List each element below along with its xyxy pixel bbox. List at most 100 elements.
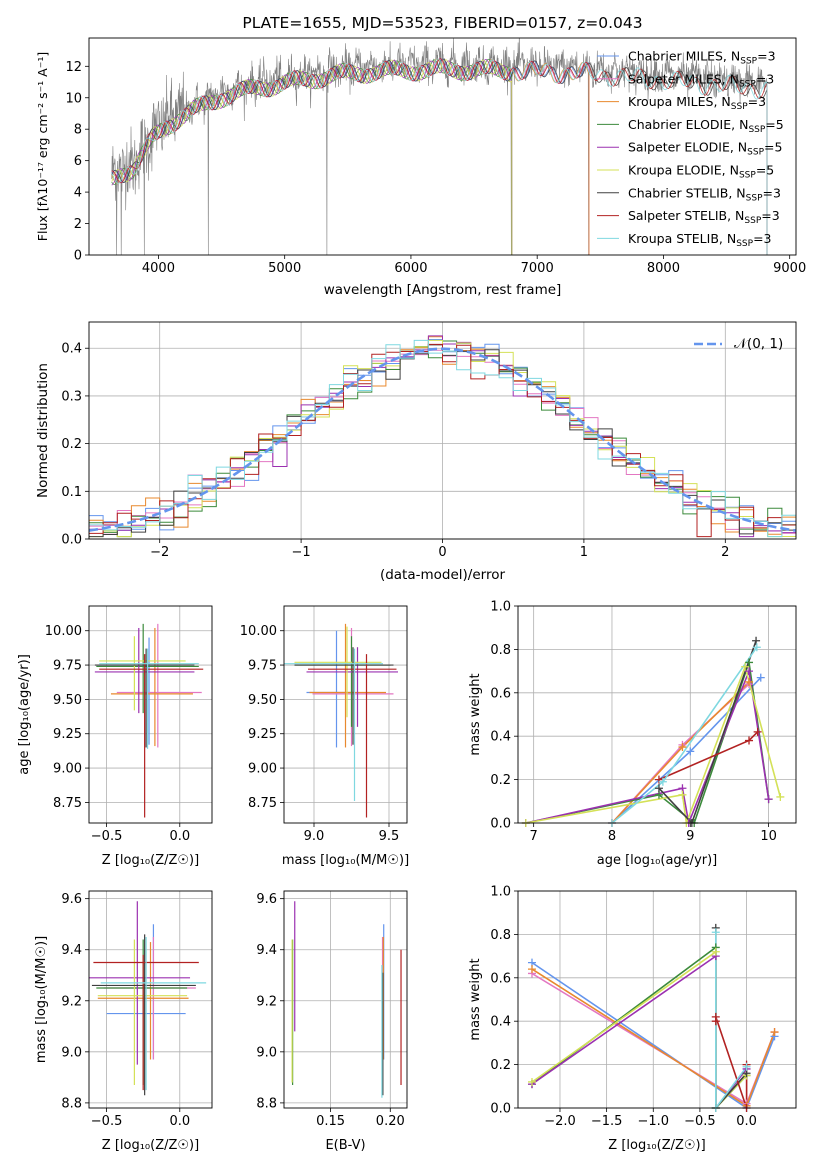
massweight-vs-z-xtick-label-2: −1.0 [637, 1114, 669, 1129]
mass-vs-z-ytick-label-3: 9.4 [61, 943, 82, 958]
age-vs-z-frame [88, 605, 213, 824]
age-vs-mass-ytick-label-2: 9.25 [248, 727, 277, 742]
mass-vs-z-point-5 [97, 939, 188, 1086]
spectrum-ytick-label-1: 2 [74, 217, 82, 232]
mass-vs-ebv-ytick-label-1: 9.0 [256, 1045, 277, 1060]
massweight-vs-age-series-4 [525, 668, 770, 823]
residuals-hist-2 [89, 336, 796, 538]
massweight-vs-z-ytick-label-2: 0.4 [490, 1015, 511, 1030]
massweight-vs-age-xtick-label-1: 8 [608, 829, 616, 844]
age-vs-z-plot [94, 623, 204, 818]
residuals-ytick-label-2: 0.2 [61, 437, 82, 452]
massweight-vs-age-ytick-label-4: 0.8 [490, 643, 511, 658]
massweight-vs-z-marker-8-2 [742, 1062, 751, 1071]
residuals-xtick-label-3: 1 [580, 545, 588, 560]
massweight-vs-age-marker-5-4 [776, 792, 785, 801]
massweight-vs-age-marker-3-3 [745, 658, 754, 667]
spectrum-model-line-3 [111, 58, 513, 255]
massweight-vs-age-marker-6-0 [654, 784, 663, 793]
massweight-vs-age-marker-8-2 [752, 643, 761, 652]
age-vs-z-ytick-label-2: 9.25 [53, 727, 82, 742]
massweight-vs-age-marker-4-3 [745, 667, 754, 676]
massweight-vs-age-ytick-label-1: 0.2 [490, 773, 511, 788]
massweight-vs-age-frame [517, 605, 797, 824]
massweight-vs-age-xtick-label-3: 10 [760, 829, 777, 844]
mass-vs-ebv-frame [283, 890, 408, 1109]
massweight-vs-z-ytick-label-0: 0.0 [490, 1102, 511, 1117]
mass-vs-z-ytick-label-0: 8.8 [61, 1096, 82, 1111]
mass-vs-ebv-xlabel: E(B-V) [325, 1138, 365, 1153]
spectrum-ytick-label-3: 6 [74, 154, 82, 169]
spectrum-model-line-0 [111, 58, 590, 255]
massweight-vs-z-xlabel: Z [log₁₀(Z/Z☉)] [608, 1138, 705, 1153]
massweight-vs-age-marker-7-2 [753, 727, 762, 736]
mass-vs-z-point-8 [100, 936, 207, 1091]
spectrum-ytick-label-6: 12 [65, 60, 82, 75]
massweight-vs-z-ytick-label-4: 0.8 [490, 928, 511, 943]
massweight-vs-z-xtick-label-3: −0.5 [684, 1114, 716, 1129]
massweight-vs-age-series-2 [611, 681, 750, 823]
age-vs-z-point-5 [99, 636, 186, 711]
residuals-hist-5 [89, 339, 796, 538]
age-vs-z-point-7 [99, 654, 204, 818]
age-vs-z-xlabel: Z [log₁₀(Z/Z☉)] [102, 853, 199, 868]
age-vs-mass-xtick-label-1: 9.5 [379, 829, 400, 844]
age-vs-z-point-1 [116, 623, 202, 748]
spectrum-xtick-label-4: 8000 [647, 261, 680, 276]
residuals-plot [89, 335, 796, 538]
mass-vs-ebv-grid [284, 891, 407, 1108]
massweight-vs-age-marker-4-4 [764, 795, 773, 804]
spectrum-legend-label-8: Kroupa STELIB, NSSP=3 [628, 231, 772, 249]
age-vs-mass-ytick-label-1: 9.00 [248, 762, 277, 777]
massweight-vs-age-grid [518, 605, 796, 824]
spectrum-frame [88, 37, 797, 256]
residuals-xtick-label-0: −2 [150, 545, 169, 560]
massweight-vs-z-ytick-label-5: 1.0 [490, 885, 511, 900]
massweight-vs-z-grid [518, 890, 796, 1109]
spectrum-ytick-label-4: 8 [74, 123, 82, 138]
massweight-vs-z-marker-5-1 [711, 947, 720, 956]
spectrum-ytick-label-0: 0 [74, 249, 82, 264]
massweight-vs-age-marker-0-2 [756, 673, 765, 682]
massweight-vs-age-ytick-label-5: 1.0 [490, 600, 511, 615]
massweight-vs-age-marker-5-1 [678, 790, 687, 799]
massweight-vs-age-ytick-label-3: 0.6 [490, 686, 511, 701]
massweight-vs-age-marker-7-1 [745, 736, 754, 745]
massweight-vs-age-marker-2-2 [745, 677, 754, 686]
age-vs-mass-point-4 [306, 647, 398, 727]
residuals-xlabel: (data-model)/error [380, 567, 506, 583]
age-vs-mass-ytick-label-5: 10.00 [240, 624, 277, 639]
massweight-vs-age-ylabel: mass weight [468, 673, 483, 755]
massweight-vs-z-marker-5-0 [527, 1077, 536, 1086]
mass-vs-ebv-ytick-label-2: 9.2 [256, 994, 277, 1009]
age-vs-z-ytick-label-1: 9.00 [53, 762, 82, 777]
mass-vs-z-point-6 [91, 934, 196, 1096]
spectrum-title: PLATE=1655, MJD=53523, FIBERID=0157, z=0… [242, 14, 642, 32]
age-vs-z-ytick-label-0: 8.75 [53, 796, 82, 811]
mass-vs-ebv-xtick-label-1: 0.20 [376, 1114, 405, 1129]
age-vs-z-point-8 [99, 648, 199, 749]
spectrum-model-line-7 [111, 58, 768, 255]
mass-vs-z-ylabel: mass [log₁₀(M/M☉)] [34, 936, 49, 1063]
mass-vs-ebv-ytick-label-0: 8.8 [256, 1096, 277, 1111]
spectrum-legend-label-3: Chabrier ELODIE, NSSP=5 [628, 117, 784, 135]
massweight-vs-z-series-8 [715, 932, 748, 1108]
spectrum-ytick-label-5: 10 [65, 91, 82, 106]
massweight-vs-age-ytick-label-2: 0.4 [490, 730, 511, 745]
massweight-vs-age-marker-5-3 [741, 662, 750, 671]
age-vs-mass-ytick-label-0: 8.75 [248, 796, 277, 811]
age-vs-z-ytick-label-5: 10.00 [45, 624, 82, 639]
residuals-frame [88, 321, 797, 540]
mass-vs-z-xlabel: Z [log₁₀(Z/Z☉)] [102, 1138, 199, 1153]
mass-vs-z-ytick-label-1: 9.0 [61, 1045, 82, 1060]
massweight-vs-age-xtick-label-0: 7 [530, 829, 538, 844]
age-vs-mass-ytick-label-4: 9.75 [248, 659, 277, 674]
mass-vs-z-xtick-label-1: 0.0 [169, 1114, 190, 1129]
massweight-vs-age-marker-0-1 [686, 747, 695, 756]
age-vs-z-grid [89, 606, 212, 823]
spectrum-xlabel: wavelength [Angstrom, rest frame] [324, 282, 562, 298]
spectrum-model-line-6 [111, 58, 768, 255]
mass-vs-ebv-ytick-label-3: 9.4 [256, 943, 277, 958]
residuals-xtick-label-2: 0 [438, 545, 446, 560]
mass-vs-ebv-ytick-label-4: 9.6 [256, 892, 277, 907]
